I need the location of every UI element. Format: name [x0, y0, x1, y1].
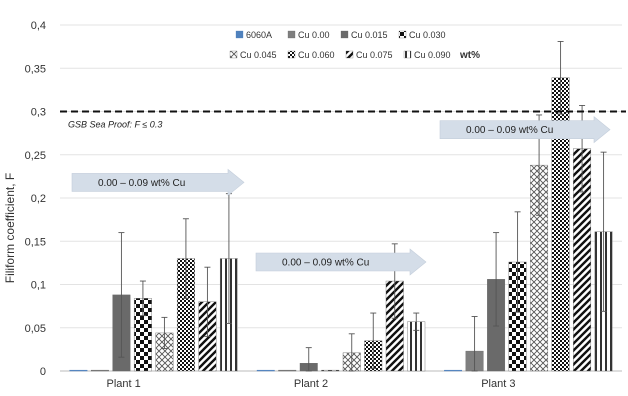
legend-label: Cu 0.030: [409, 30, 446, 40]
y-tick-label: 0,35: [25, 63, 46, 75]
annotation-arrow: [71, 168, 245, 197]
y-axis: 0 0,05 0,1 0,15 0,2 0,25 0,3 0,35 0,4: [25, 20, 46, 378]
annotation-label: 0.00 – 0.09 wt% Cu: [282, 258, 369, 269]
legend: 6060A Cu 0.00 Cu 0.015 Cu 0.030 Cu 0.045 Cu 0…: [229, 30, 451, 60]
legend-label: Cu 0.00: [298, 30, 330, 40]
bar-6060a-plant-3: [444, 369, 463, 372]
legend-label: Cu 0.015: [351, 30, 388, 40]
legend-swatch: [345, 50, 354, 59]
legend-label: Cu 0.045: [240, 50, 277, 60]
legend-swatch: [340, 30, 349, 39]
annotation-arrow: [255, 248, 427, 276]
reference-label: GSB Sea Proof: F ≤ 0.3: [68, 120, 162, 130]
y-tick-label: 0,4: [31, 20, 46, 32]
annotation-arrows: 0.00 – 0.09 wt% Cu 0.00 – 0.09 wt% Cu 0.00…: [71, 116, 611, 276]
x-category-label: Plant 2: [294, 378, 328, 390]
legend-label: Cu 0.090: [414, 50, 451, 60]
y-tick-label: 0,1: [31, 280, 46, 292]
bar-cu-0-00-plant-1: [90, 369, 109, 372]
y-tick-label: 0,3: [31, 107, 46, 119]
legend-swatch: [287, 50, 296, 59]
y-tick-label: 0,25: [25, 150, 46, 162]
legend-swatch: [398, 30, 407, 39]
legend-unit: wt%: [459, 50, 480, 61]
x-category-label: Plant 1: [107, 378, 141, 390]
y-tick-label: 0,15: [25, 236, 46, 248]
legend-swatch: [229, 50, 238, 59]
legend-swatch: [403, 50, 412, 59]
y-tick-label: 0,05: [25, 323, 46, 335]
legend-swatch: [287, 30, 296, 39]
bar-cu-0-00-plant-2: [278, 369, 297, 372]
bar-6060a-plant-1: [69, 369, 88, 372]
annotation-label: 0.00 – 0.09 wt% Cu: [98, 178, 185, 189]
x-category-label: Plant 3: [481, 378, 515, 390]
y-axis-title: Filiform coefficient, F: [3, 173, 17, 283]
bar-cu-0-030-plant-2: [321, 369, 340, 372]
legend-label: Cu 0.075: [356, 50, 393, 60]
bar-6060a-plant-2: [256, 369, 275, 372]
error-bars: [118, 40, 607, 372]
legend-label: Cu 0.060: [298, 50, 335, 60]
annotation-arrow: [439, 116, 611, 144]
legend-swatch: [235, 30, 244, 39]
x-axis-categories: Plant 1 Plant 2 Plant 3: [107, 378, 516, 390]
y-tick-label: 0: [40, 366, 46, 378]
y-tick-label: 0,2: [31, 193, 46, 205]
legend-label: 6060A: [246, 30, 272, 40]
annotation-label: 0.00 – 0.09 wt% Cu: [466, 125, 553, 136]
